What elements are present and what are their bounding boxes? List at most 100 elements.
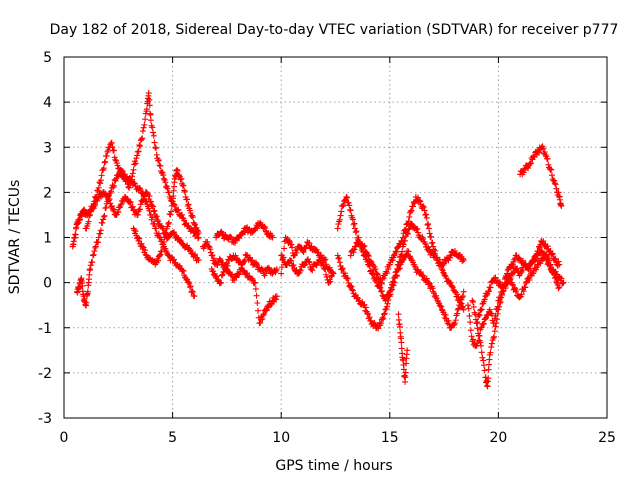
marker-track-G (255, 307, 262, 314)
marker-track-C (91, 248, 98, 255)
marker-track-C (95, 239, 102, 246)
marker-track-K (400, 241, 407, 248)
marker-track-L (430, 246, 437, 253)
marker-track-J (355, 234, 362, 241)
marker-track-L (430, 243, 437, 250)
marker-track-I (320, 265, 327, 272)
marker-track-A (129, 203, 136, 210)
marker-track-C (185, 278, 192, 285)
marker-track-K (414, 225, 421, 232)
marker-track-C (139, 190, 146, 197)
marker-track-L (351, 246, 358, 253)
marker-track-J (351, 220, 358, 227)
x-tick-label: 10 (272, 430, 290, 446)
marker-track-H (293, 249, 300, 256)
marker-track-B (98, 172, 105, 179)
marker-track-D (187, 210, 194, 217)
marker-track-A (72, 231, 79, 238)
marker-track-C (119, 168, 126, 175)
marker-track-M (398, 345, 405, 352)
marker-track-H (306, 240, 313, 247)
marker-track-P (556, 284, 563, 291)
marker-track-C (89, 252, 96, 259)
marker-track-K (388, 284, 395, 291)
marker-track-C (104, 198, 111, 205)
marker-track-H (315, 249, 322, 256)
marker-track-C (100, 216, 107, 223)
marker-track-O (490, 335, 497, 342)
marker-track-H (278, 264, 285, 271)
marker-track-O (475, 332, 482, 339)
marker-track-C (171, 256, 178, 263)
x-tick-label: 0 (60, 430, 69, 446)
marker-track-B (101, 159, 108, 166)
marker-track-B (155, 157, 162, 164)
marker-track-H (289, 244, 296, 251)
marker-track-B (143, 106, 150, 113)
marker-track-E (265, 266, 272, 273)
marker-track-P (504, 271, 511, 278)
marker-track-K (423, 243, 430, 250)
marker-track-P (546, 262, 553, 269)
marker-track-B (184, 222, 191, 229)
marker-track-J (344, 194, 351, 201)
tick-labels: 0 5 10 15 20 25 -3 -2 -1 0 1 2 3 4 5 (38, 50, 616, 446)
marker-track-B (164, 185, 171, 192)
marker-track-G (254, 300, 261, 307)
marker-track-B (110, 147, 117, 154)
marker-track-D (178, 175, 185, 182)
marker-track-O (494, 310, 501, 317)
marker-track-J (367, 267, 374, 274)
marker-track-C (89, 259, 96, 266)
marker-track-B (146, 96, 153, 103)
marker-track-J (349, 216, 356, 223)
marker-track-P (552, 274, 559, 281)
marker-track-A (187, 247, 194, 254)
marker-track-P (547, 261, 554, 268)
marker-track-B (95, 184, 102, 191)
marker-track-O (484, 383, 491, 390)
marker-track-D (167, 211, 174, 218)
marker-track-L (405, 218, 412, 225)
marker-track-A (105, 197, 112, 204)
marker-track-L (347, 252, 354, 259)
marker-track-A (170, 229, 177, 236)
marker-track-N (520, 267, 527, 274)
marker-track-J (438, 303, 445, 310)
marker-track-M (402, 369, 409, 376)
marker-track-K (349, 286, 356, 293)
marker-track-K (348, 283, 355, 290)
marker-track-D (165, 219, 172, 226)
marker-track-K (341, 270, 348, 277)
marker-track-C (129, 176, 136, 183)
marker-track-K (339, 265, 346, 272)
marker-track-K (395, 261, 402, 268)
marker-track-H (281, 245, 288, 252)
marker-track-K (381, 311, 388, 318)
marker-track-B (146, 102, 153, 109)
marker-track-D (156, 252, 163, 259)
marker-track-D (173, 166, 180, 173)
marker-track-G (210, 268, 217, 275)
marker-track-B (112, 156, 119, 163)
marker-track-G (257, 316, 264, 323)
marker-track-D (184, 196, 191, 203)
marker-track-E (262, 270, 269, 277)
marker-track-L (365, 253, 372, 260)
marker-track-H (318, 252, 325, 259)
marker-track-G (213, 273, 220, 280)
marker-track-G (260, 311, 267, 318)
marker-track-H (326, 264, 333, 271)
marker-track-K (387, 291, 394, 298)
marker-track-C (100, 213, 107, 220)
marker-track-L (361, 242, 368, 249)
marker-track-G (263, 307, 270, 314)
marker-track-O (528, 260, 535, 267)
marker-track-O (527, 265, 534, 272)
marker-track-N (464, 302, 471, 309)
marker-track-H (322, 256, 329, 263)
marker-track-O (496, 300, 503, 307)
marker-track-B (97, 180, 104, 187)
marker-track-B (89, 204, 96, 211)
marker-track-B (97, 177, 104, 184)
